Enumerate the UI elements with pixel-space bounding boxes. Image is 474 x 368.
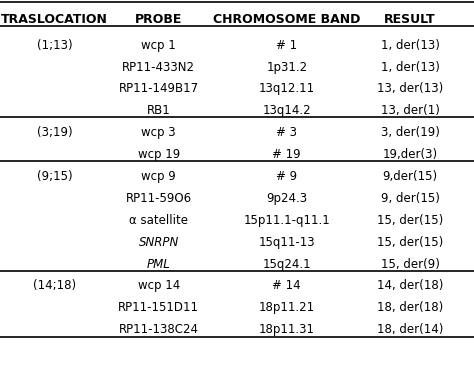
Text: RB1: RB1 — [147, 105, 171, 117]
Text: 9p24.3: 9p24.3 — [266, 192, 307, 205]
Text: RP11-59O6: RP11-59O6 — [126, 192, 192, 205]
Text: α satellite: α satellite — [129, 214, 188, 227]
Text: (3;19): (3;19) — [36, 126, 73, 139]
Text: 15, der(9): 15, der(9) — [381, 258, 439, 270]
Text: # 9: # 9 — [276, 170, 297, 183]
Text: 13q12.11: 13q12.11 — [259, 82, 315, 95]
Text: # 19: # 19 — [273, 148, 301, 161]
Text: (9;15): (9;15) — [36, 170, 73, 183]
Text: 19,der(3): 19,der(3) — [383, 148, 438, 161]
Text: 15p11.1-q11.1: 15p11.1-q11.1 — [243, 214, 330, 227]
Text: PML: PML — [147, 258, 171, 270]
Text: 15q11-13: 15q11-13 — [258, 236, 315, 249]
Text: RP11-138C24: RP11-138C24 — [119, 323, 199, 336]
Text: RESULT: RESULT — [384, 13, 436, 26]
Text: 1, der(13): 1, der(13) — [381, 60, 439, 74]
Text: # 1: # 1 — [276, 39, 297, 52]
Text: 18, der(18): 18, der(18) — [377, 301, 443, 314]
Text: TRASLOCATION: TRASLOCATION — [1, 13, 108, 26]
Text: 18, der(14): 18, der(14) — [377, 323, 443, 336]
Text: wcp 9: wcp 9 — [141, 170, 176, 183]
Text: 9, der(15): 9, der(15) — [381, 192, 439, 205]
Text: 14, der(18): 14, der(18) — [377, 280, 443, 293]
Text: 15q24.1: 15q24.1 — [263, 258, 311, 270]
Text: # 14: # 14 — [273, 280, 301, 293]
Text: 15, der(15): 15, der(15) — [377, 236, 443, 249]
Text: 9,der(15): 9,der(15) — [383, 170, 438, 183]
Text: wcp 19: wcp 19 — [137, 148, 180, 161]
Text: 1, der(13): 1, der(13) — [381, 39, 439, 52]
Text: 13, der(13): 13, der(13) — [377, 82, 443, 95]
Text: PROBE: PROBE — [135, 13, 182, 26]
Text: (1;13): (1;13) — [36, 39, 73, 52]
Text: wcp 3: wcp 3 — [141, 126, 176, 139]
Text: (14;18): (14;18) — [33, 280, 76, 293]
Text: 13, der(1): 13, der(1) — [381, 105, 439, 117]
Text: RP11-151D11: RP11-151D11 — [118, 301, 199, 314]
Text: 3, der(19): 3, der(19) — [381, 126, 439, 139]
Text: RP11-433N2: RP11-433N2 — [122, 60, 195, 74]
Text: 13q14.2: 13q14.2 — [263, 105, 311, 117]
Text: SNRPN: SNRPN — [139, 236, 179, 249]
Text: # 3: # 3 — [276, 126, 297, 139]
Text: 15, der(15): 15, der(15) — [377, 214, 443, 227]
Text: wcp 14: wcp 14 — [137, 280, 180, 293]
Text: 18p11.31: 18p11.31 — [259, 323, 315, 336]
Text: CHROMOSOME BAND: CHROMOSOME BAND — [213, 13, 360, 26]
Text: wcp 1: wcp 1 — [141, 39, 176, 52]
Text: 1p31.2: 1p31.2 — [266, 60, 307, 74]
Text: 18p11.21: 18p11.21 — [259, 301, 315, 314]
Text: RP11-149B17: RP11-149B17 — [118, 82, 199, 95]
